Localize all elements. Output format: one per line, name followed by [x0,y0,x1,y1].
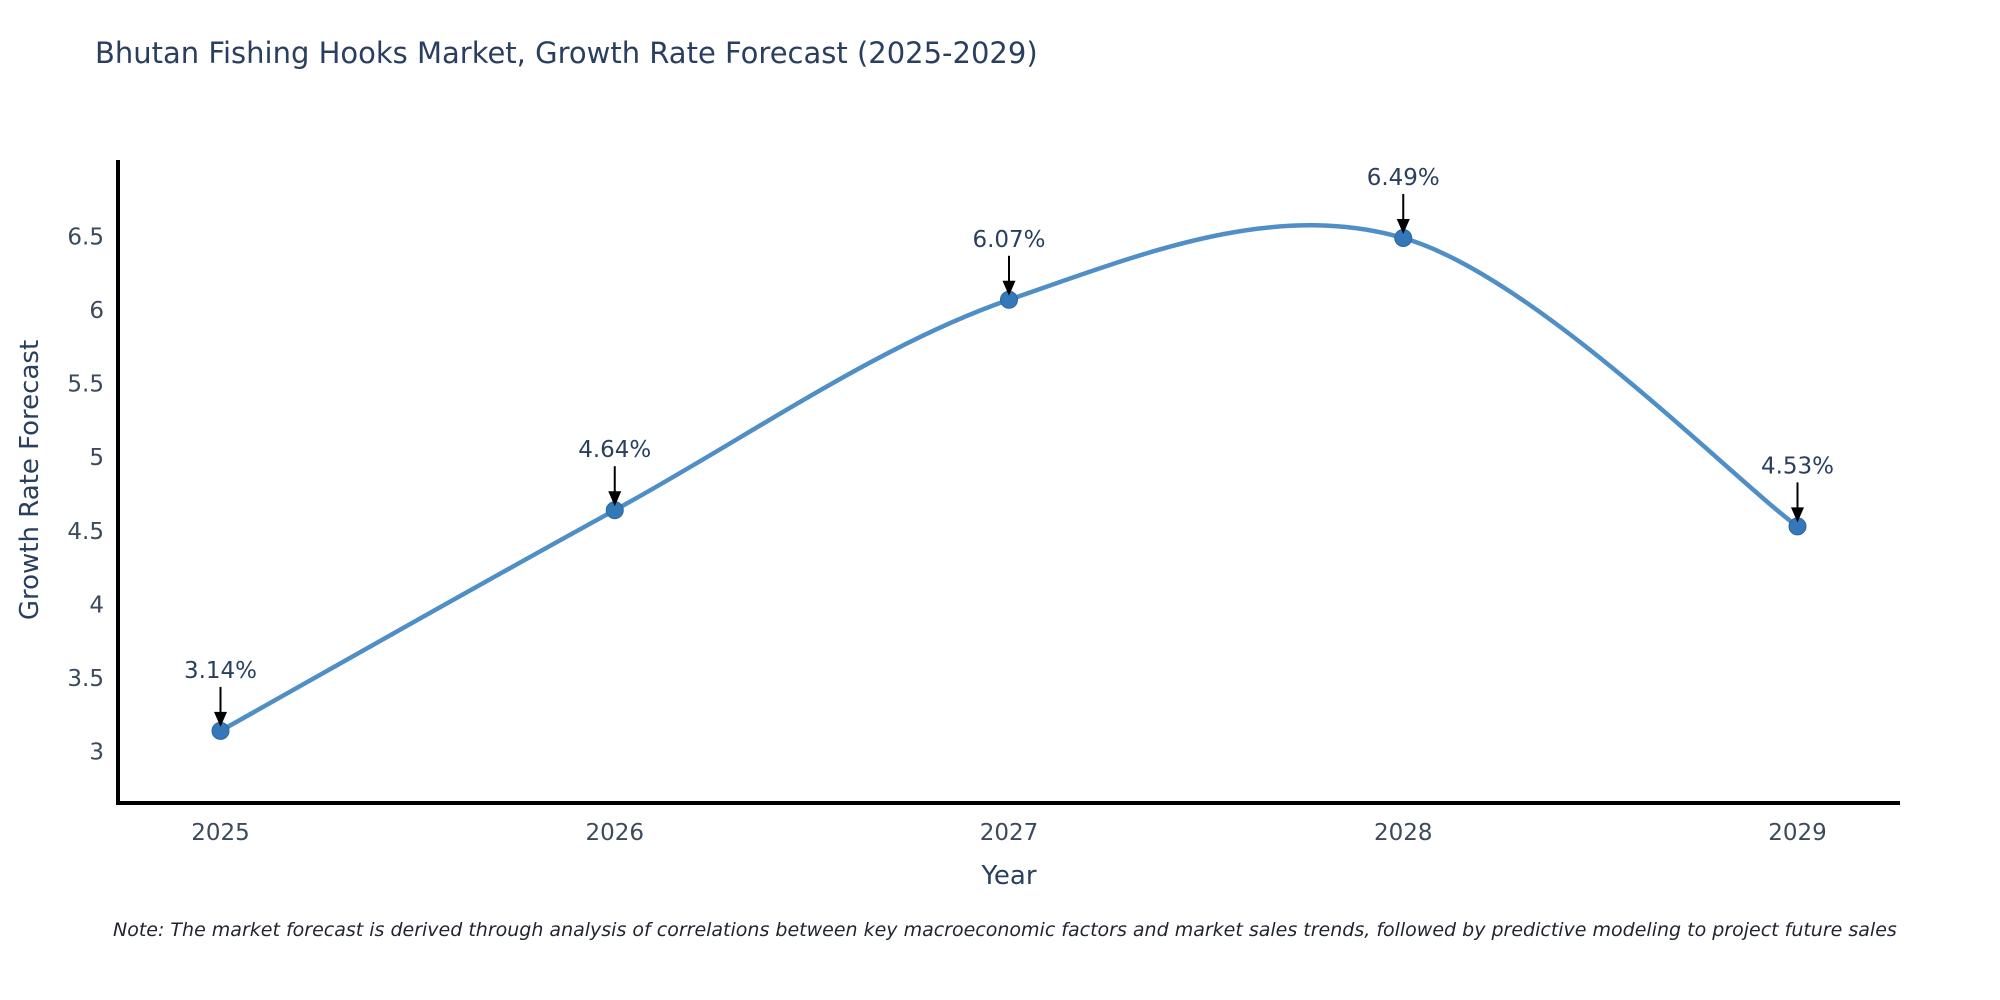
y-tick-label: 4.5 [67,519,104,545]
x-axis-title: Year [981,861,1037,891]
y-tick-label: 4 [89,592,104,618]
y-tick-label: 6.5 [67,225,104,251]
y-tick-label: 3 [89,740,104,766]
footnote: Note: The market forecast is derived thr… [113,919,1897,941]
chart-title: Bhutan Fishing Hooks Market, Growth Rate… [95,36,1038,70]
annotation-arrowhead-icon [1396,218,1410,234]
annotation-arrowhead-icon [214,711,228,727]
annotation-arrowhead-icon [1002,280,1016,296]
point-label: 6.49% [1367,165,1440,191]
point-label: 4.53% [1761,453,1834,479]
y-tick-label: 5 [89,445,104,471]
x-tick-label: 2029 [1768,820,1827,846]
y-tick-label: 6 [89,298,104,324]
y-tick-label: 5.5 [67,372,104,398]
point-label: 6.07% [972,227,1045,253]
x-tick-label: 2028 [1374,820,1433,846]
x-tick-label: 2025 [191,820,250,846]
x-tick-label: 2027 [980,820,1039,846]
y-tick-label: 3.5 [67,666,104,692]
annotation-arrowhead-icon [608,491,622,507]
point-label: 4.64% [578,437,651,463]
point-label: 3.14% [184,658,257,684]
x-tick-label: 2026 [585,820,644,846]
annotation-arrowhead-icon [1790,507,1804,523]
